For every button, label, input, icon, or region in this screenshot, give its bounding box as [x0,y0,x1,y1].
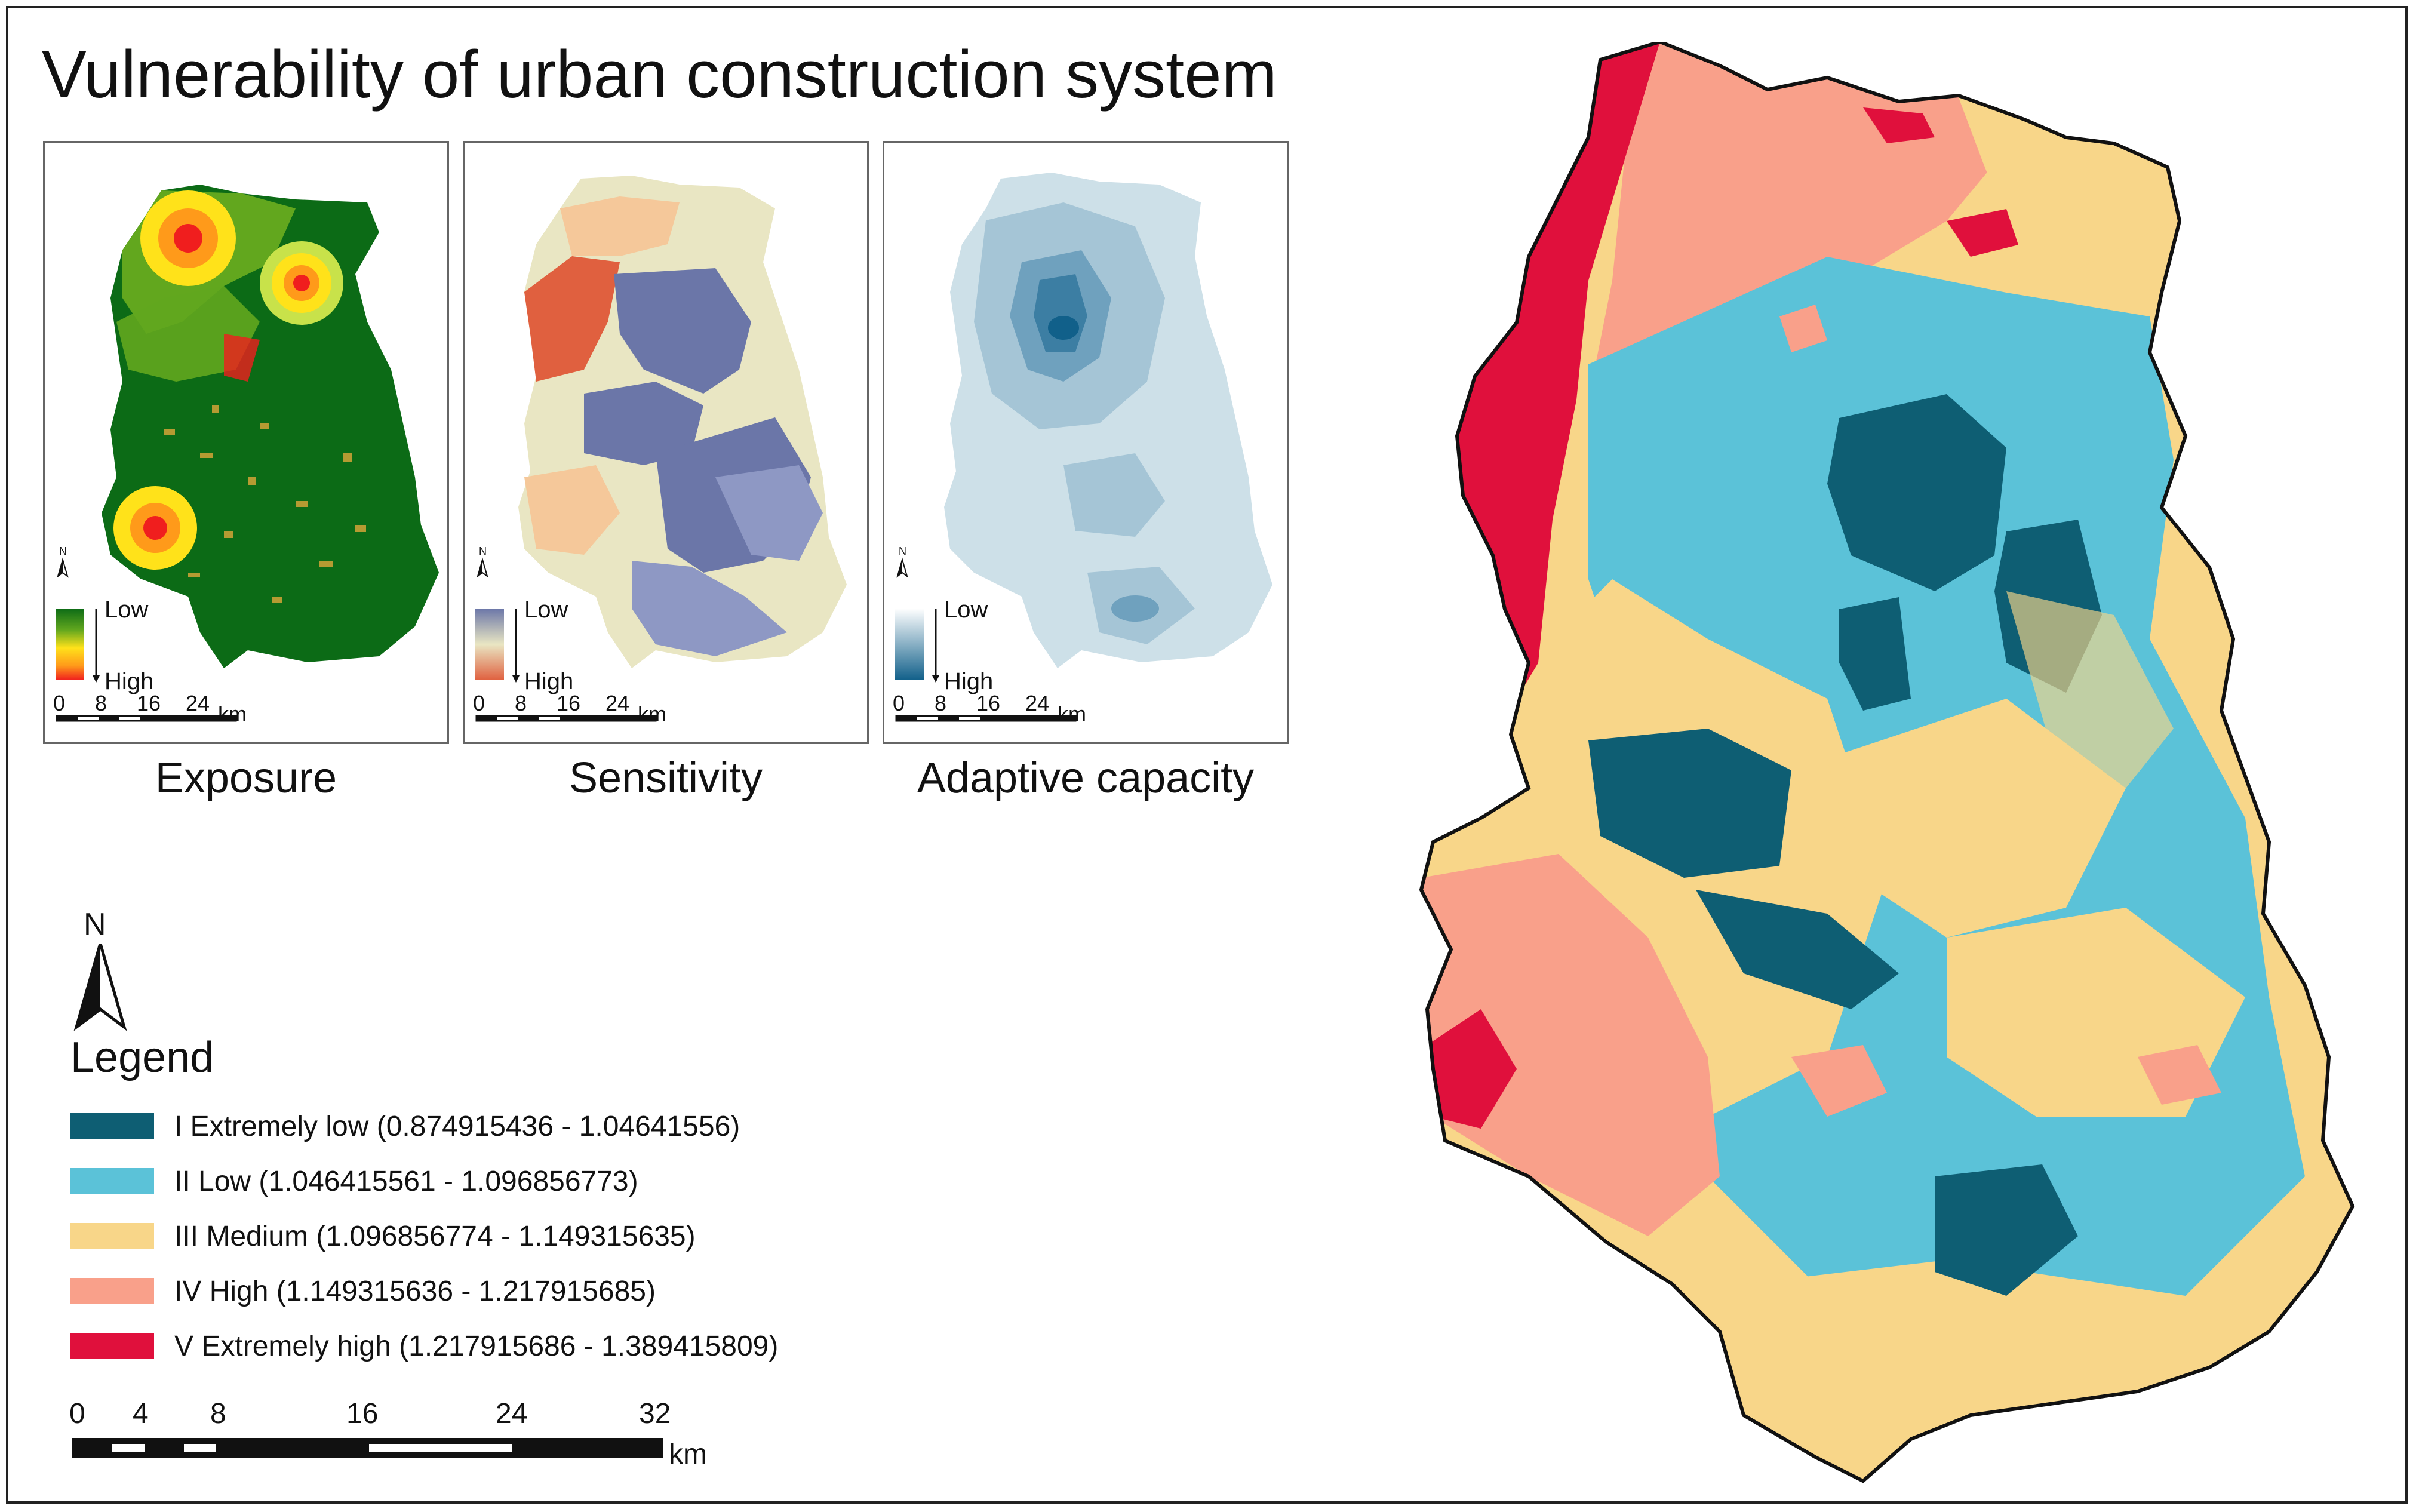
zone-extremely-low-2 [1839,597,1911,711]
legend-label: III Medium (1.096856774 - 1.149315635) [174,1220,696,1252]
mini-scale-unit: km [1058,702,1086,726]
legend-label: I Extremely low (0.874915436 - 1.0464155… [174,1110,740,1142]
legend-label: II Low (1.046415561 - 1.096856773) [174,1165,638,1197]
sensitivity-legend-low: Low [524,597,568,623]
legend-item: V Extremely high (1.217915686 - 1.389415… [70,1328,778,1364]
scale-tick: 24 [496,1398,528,1430]
mini-scale-tick: 16 [137,691,161,715]
adaptive-capacity-panel: N Low High 0 8 16 24 km [883,141,1289,744]
mini-scale-tick: 8 [935,691,947,715]
svg-text:N: N [59,545,67,557]
mini-scale-bar [475,715,657,722]
exposure-legend-low: Low [104,597,149,623]
mini-scale-bar [56,715,237,722]
legend-item: I Extremely low (0.874915436 - 1.0464155… [70,1108,740,1144]
mini-scale-tick: 24 [1025,691,1050,715]
legend-title: Legend [70,1034,214,1081]
mini-scale-tick: 0 [473,691,485,715]
legend-item: III Medium (1.096856774 - 1.149315635) [70,1218,696,1254]
mini-scale-tick: 0 [53,691,66,715]
zone-extremely-low-1 [1827,394,2006,591]
scale-tick: 8 [210,1398,226,1430]
exposure-ramp [56,609,84,680]
legend-label: V Extremely high (1.217915686 - 1.389415… [174,1330,779,1362]
mini-scale-tick: 24 [186,691,210,715]
mini-scale-tick: 0 [893,691,905,715]
scale-tick: 32 [639,1398,671,1430]
scale-bar [72,1438,663,1458]
zone-extremely-low-5 [1696,890,1899,1009]
adaptive-capacity-legend-high: High [944,668,994,694]
mini-scale-tick: 8 [515,691,527,715]
adaptive-capacity-map: N [895,173,1272,722]
exposure-caption: Exposure [155,754,337,802]
mini-scale-tick: 16 [976,691,1001,715]
legend-label: IV High (1.149315636 - 1.217915685) [174,1275,656,1307]
north-label: N [84,907,106,942]
scale-tick: 0 [69,1398,85,1430]
map-frame [6,6,2408,1504]
adaptive-capacity-caption: Adaptive capacity [917,754,1255,802]
main-vulnerability-map [1409,42,2377,1499]
sensitivity-panel: N Low High 0 8 16 24 km [463,141,869,744]
exposure-panel: N Low High 0 8 16 24 km [43,141,449,744]
mini-scale-tick: 24 [605,691,630,715]
legend-item: IV High (1.149315636 - 1.217915685) [70,1273,656,1309]
legend-swatch [70,1333,154,1359]
mini-scale-bar [895,715,1077,722]
zone-extremely-low-4 [1588,729,1791,878]
exposure-legend-high: High [104,668,154,694]
north-arrow-small: N [896,545,908,578]
north-arrow-icon [73,944,127,1031]
scale-tick: 16 [346,1398,379,1430]
north-arrow-small: N [477,545,488,578]
exposure-map: N [56,185,439,722]
adaptive-capacity-legend-low: Low [944,597,988,623]
scale-unit: km [669,1439,707,1470]
legend-swatch [70,1168,154,1194]
sensitivity-ramp [475,609,504,680]
adaptive-capacity-ramp [895,609,924,680]
legend-swatch [70,1278,154,1304]
scale-tick: 4 [133,1398,149,1430]
mini-scale-tick: 8 [95,691,107,715]
mini-scale-tick: 16 [557,691,581,715]
zone-extremely-low-6 [1935,1164,2078,1296]
sensitivity-legend-high: High [524,668,574,694]
mini-scale-unit: km [638,702,666,726]
svg-text:N: N [479,545,487,557]
mini-scale-unit: km [218,702,247,726]
map-title: Vulnerability of urban construction syst… [42,37,1277,112]
sensitivity-caption: Sensitivity [568,754,763,802]
legend-swatch [70,1223,154,1249]
legend-item: II Low (1.046415561 - 1.096856773) [70,1163,638,1199]
north-arrow-small: N [57,545,69,578]
legend-swatch [70,1113,154,1139]
svg-text:N: N [899,545,906,557]
sensitivity-map: N [475,176,847,722]
